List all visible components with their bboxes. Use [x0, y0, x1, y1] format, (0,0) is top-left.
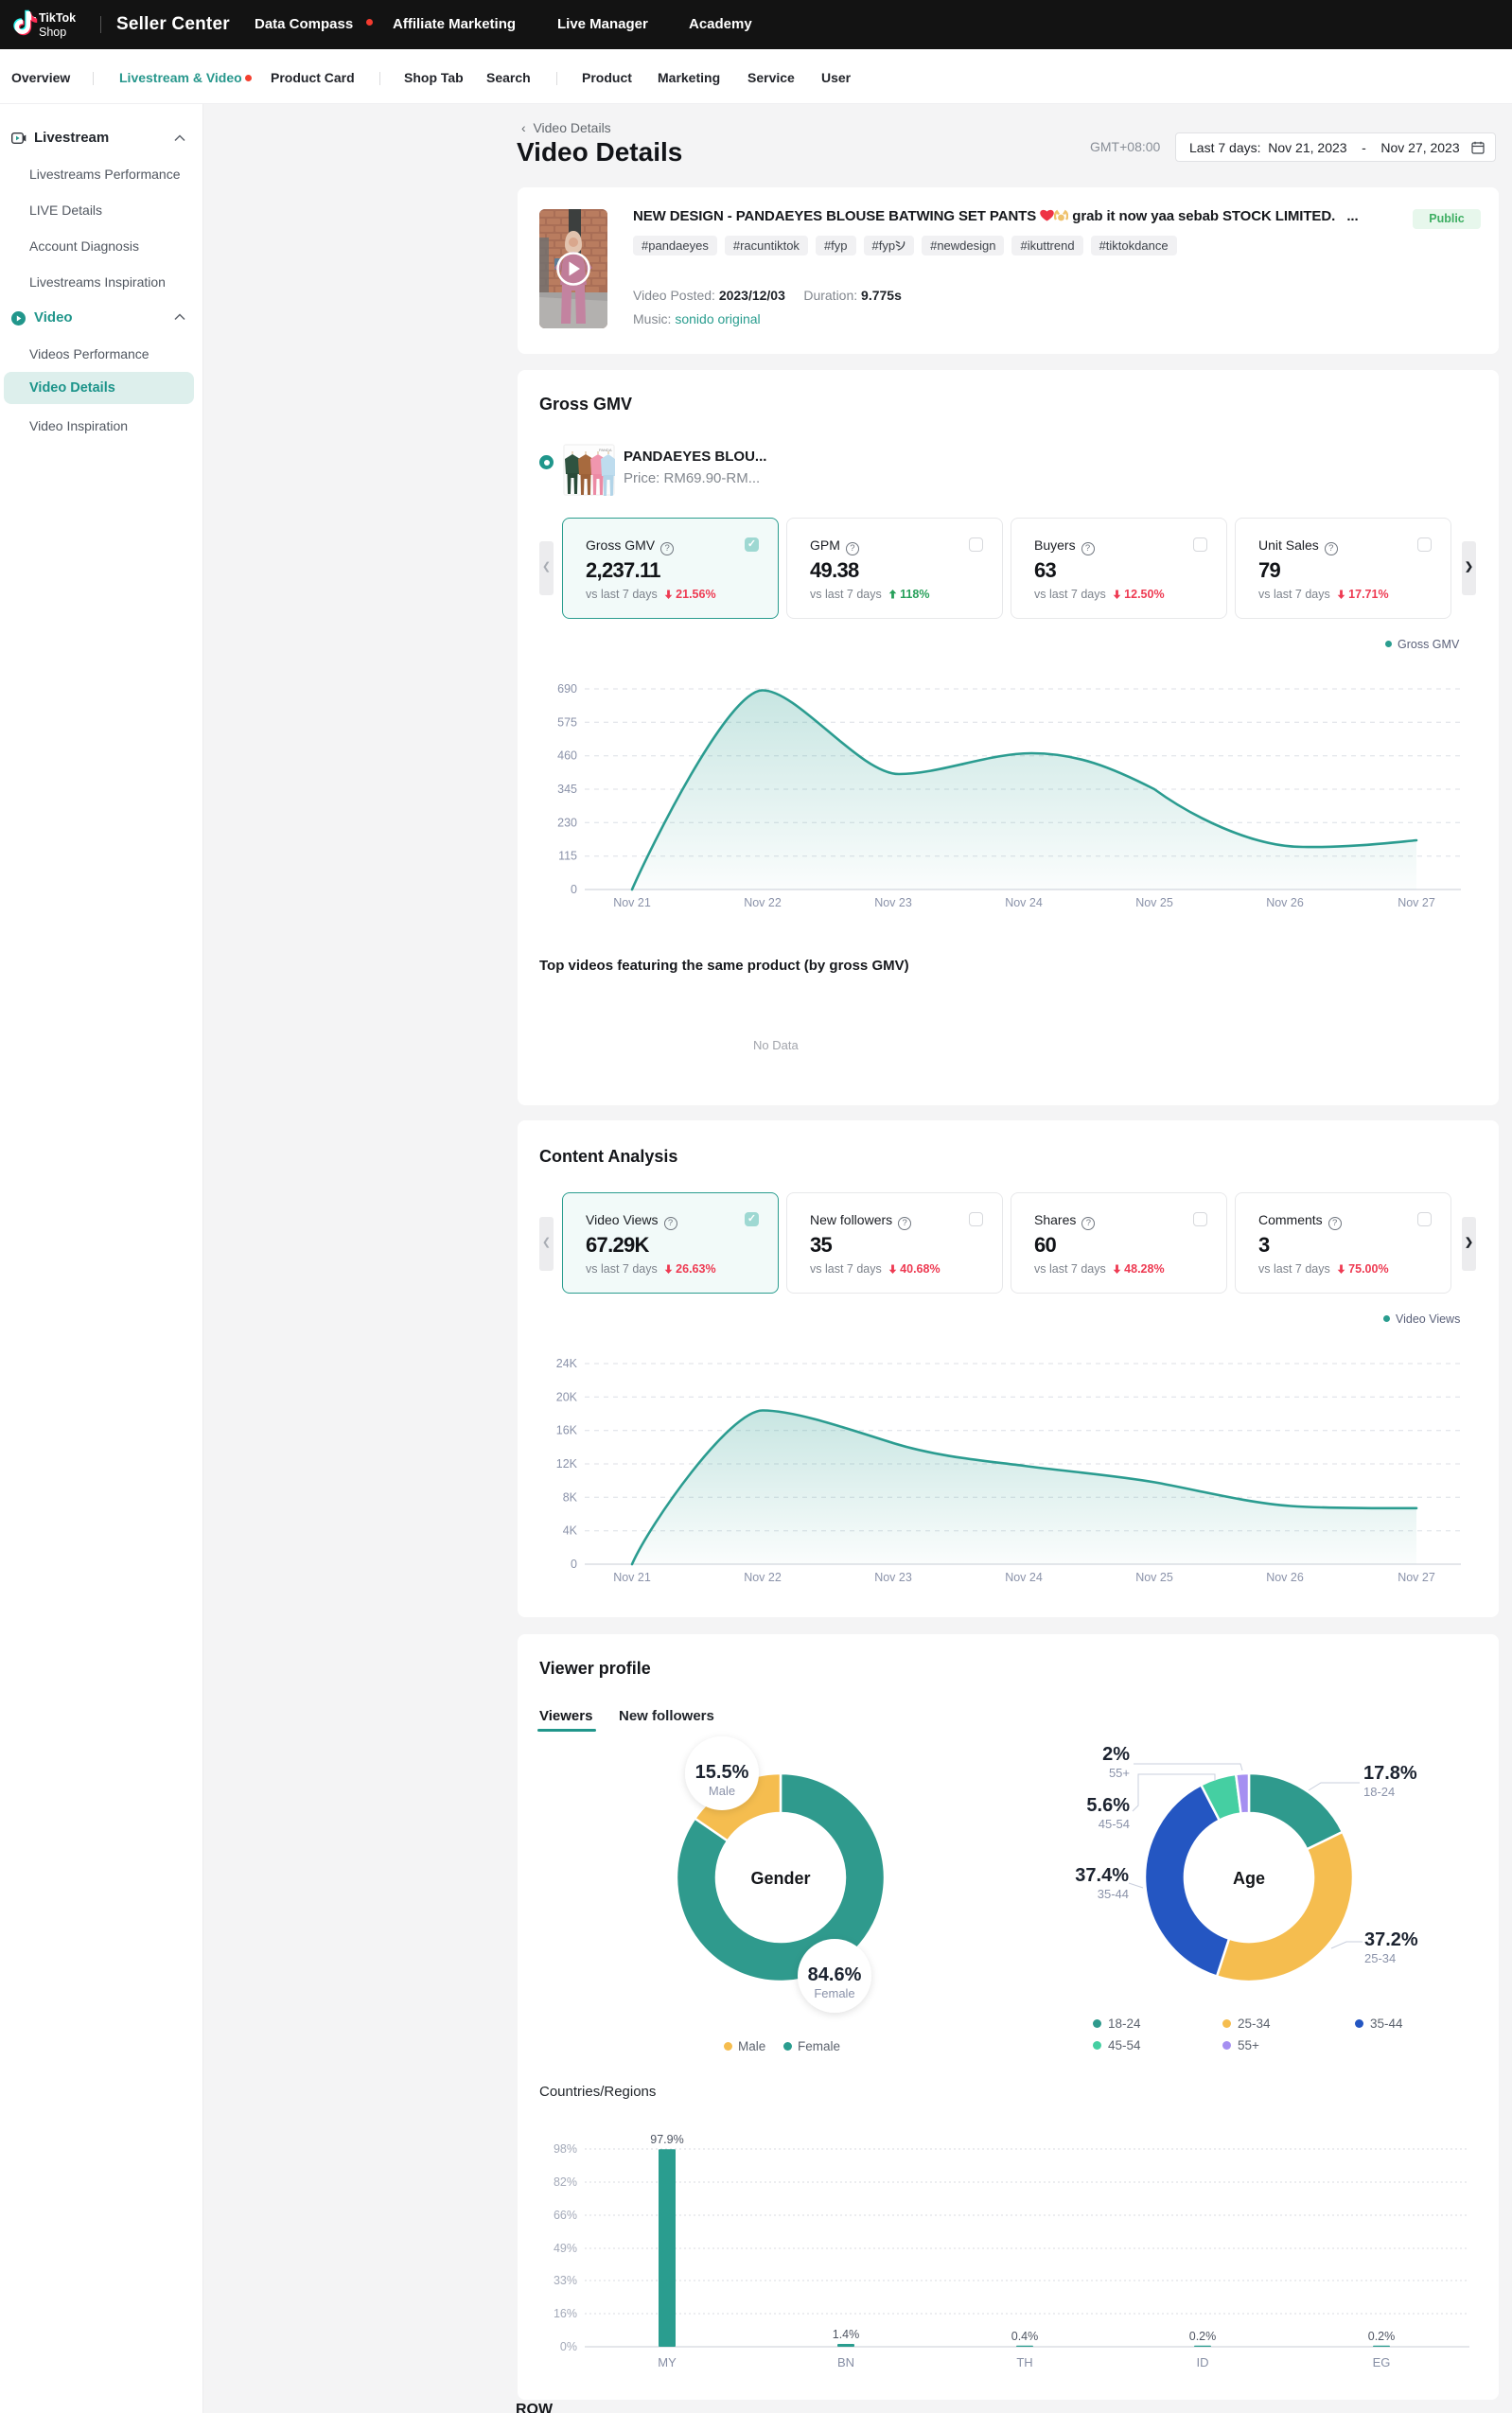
svg-text:Nov 27: Nov 27 [1398, 896, 1435, 909]
svg-text:45-54: 45-54 [1099, 1817, 1130, 1831]
svg-text:TH: TH [1016, 2355, 1032, 2369]
svg-text:98%: 98% [554, 2142, 577, 2156]
svg-text:Shop: Shop [39, 26, 66, 39]
svg-text:Nov 21: Nov 21 [613, 896, 651, 909]
svg-text:5.6%: 5.6% [1086, 1795, 1130, 1816]
svg-text:24K: 24K [556, 1357, 578, 1370]
svg-text:18-24: 18-24 [1363, 1785, 1395, 1799]
svg-text:16K: 16K [556, 1424, 578, 1437]
svg-text:20K: 20K [556, 1390, 578, 1403]
svg-text:25-34: 25-34 [1364, 1951, 1396, 1965]
svg-text:84.6%: 84.6% [808, 1964, 862, 1985]
svg-text:8K: 8K [563, 1490, 578, 1504]
svg-text:Female: Female [814, 1986, 854, 2000]
svg-text:345: 345 [557, 783, 577, 796]
svg-text:230: 230 [557, 816, 577, 829]
svg-text:Nov 25: Nov 25 [1135, 896, 1173, 909]
svg-text:37.2%: 37.2% [1364, 1929, 1418, 1950]
svg-text:Nov 27: Nov 27 [1398, 1571, 1435, 1584]
svg-text:MY: MY [658, 2355, 677, 2369]
svg-text:Nov 26: Nov 26 [1266, 896, 1304, 909]
svg-text:33%: 33% [554, 2274, 577, 2287]
svg-text:0.2%: 0.2% [1368, 2330, 1396, 2343]
svg-text:0%: 0% [560, 2340, 577, 2353]
svg-text:Nov 24: Nov 24 [1005, 896, 1043, 909]
svg-text:16%: 16% [554, 2307, 577, 2320]
svg-text:115: 115 [558, 850, 577, 863]
svg-text:1.4%: 1.4% [833, 2328, 860, 2341]
svg-text:Nov 26: Nov 26 [1266, 1571, 1304, 1584]
svg-text:Nov 24: Nov 24 [1005, 1571, 1043, 1584]
svg-text:37.4%: 37.4% [1075, 1865, 1129, 1886]
svg-text:55+: 55+ [1109, 1766, 1130, 1780]
svg-text:49%: 49% [554, 2242, 577, 2255]
svg-text:0.4%: 0.4% [1011, 2330, 1039, 2343]
svg-text:82%: 82% [554, 2175, 577, 2189]
svg-text:0: 0 [571, 1558, 577, 1571]
svg-text:TikTok: TikTok [39, 11, 76, 25]
svg-text:Nov 25: Nov 25 [1135, 1571, 1173, 1584]
svg-text:Nov 23: Nov 23 [874, 1571, 912, 1584]
svg-text:Nov 21: Nov 21 [613, 1571, 651, 1584]
svg-text:0: 0 [571, 883, 577, 896]
svg-text:Male: Male [709, 1784, 735, 1798]
svg-text:4K: 4K [563, 1524, 578, 1538]
svg-text:EG: EG [1373, 2355, 1391, 2369]
svg-text:575: 575 [557, 715, 577, 729]
svg-text:460: 460 [557, 749, 577, 763]
svg-text:Nov 22: Nov 22 [744, 896, 782, 909]
svg-text:BN: BN [837, 2355, 854, 2369]
svg-text:97.9%: 97.9% [650, 2133, 683, 2146]
svg-text:12K: 12K [556, 1457, 578, 1471]
svg-text:Nov 23: Nov 23 [874, 896, 912, 909]
svg-text:Nov 22: Nov 22 [744, 1571, 782, 1584]
svg-text:0.2%: 0.2% [1189, 2330, 1217, 2343]
svg-text:PANDA: PANDA [599, 448, 612, 452]
svg-text:66%: 66% [554, 2209, 577, 2222]
svg-text:ID: ID [1197, 2355, 1209, 2369]
svg-text:15.5%: 15.5% [695, 1762, 749, 1783]
svg-text:Age: Age [1233, 1869, 1265, 1888]
svg-text:2%: 2% [1102, 1744, 1130, 1765]
svg-text:690: 690 [557, 682, 577, 696]
svg-text:17.8%: 17.8% [1363, 1763, 1417, 1784]
svg-text:Gender: Gender [750, 1869, 810, 1888]
svg-text:35-44: 35-44 [1098, 1887, 1129, 1901]
